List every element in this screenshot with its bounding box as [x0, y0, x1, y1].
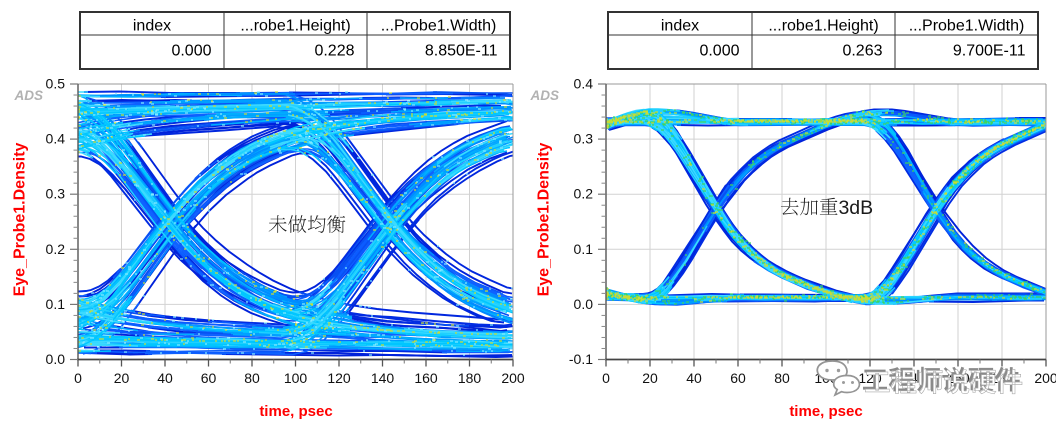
svg-text:100: 100: [284, 370, 308, 386]
svg-text:40: 40: [157, 370, 173, 386]
svg-text:0.0: 0.0: [46, 351, 66, 367]
svg-text:20: 20: [642, 370, 658, 386]
svg-text:Eye_Probe1.Density: Eye_Probe1.Density: [536, 142, 553, 296]
svg-text:0.0: 0.0: [574, 296, 594, 312]
svg-text:...Probe1.Width): ...Probe1.Width): [909, 18, 1025, 35]
svg-text:80: 80: [774, 370, 790, 386]
svg-text:0.000: 0.000: [171, 43, 211, 60]
svg-text:time, psec: time, psec: [789, 403, 862, 420]
svg-text:0.1: 0.1: [46, 296, 66, 312]
svg-text:0.2: 0.2: [46, 241, 66, 257]
svg-text:60: 60: [201, 370, 217, 386]
svg-text:0.263: 0.263: [842, 43, 882, 60]
svg-text:8.850E-11: 8.850E-11: [425, 43, 498, 60]
svg-text:ADS: ADS: [14, 88, 44, 103]
svg-text:time, psec: time, psec: [259, 403, 332, 420]
svg-text:0.2: 0.2: [574, 186, 594, 202]
svg-text:...Probe1.Width): ...Probe1.Width): [381, 18, 497, 35]
svg-text:0.3: 0.3: [46, 186, 66, 202]
svg-text:200: 200: [501, 370, 525, 386]
svg-text:0.4: 0.4: [574, 76, 594, 92]
svg-text:0.228: 0.228: [314, 43, 354, 60]
svg-text:0: 0: [602, 370, 610, 386]
svg-text:60: 60: [730, 370, 746, 386]
svg-text:0.5: 0.5: [46, 76, 66, 92]
svg-text:0.4: 0.4: [46, 131, 66, 147]
svg-text:20: 20: [114, 370, 130, 386]
svg-text:index: index: [661, 18, 699, 35]
svg-text:3dB: 3dB: [838, 197, 873, 219]
svg-text:40: 40: [686, 370, 702, 386]
svg-text:ADS: ADS: [530, 88, 560, 103]
svg-text:index: index: [133, 18, 171, 35]
svg-text:160: 160: [414, 370, 438, 386]
svg-text:80: 80: [244, 370, 260, 386]
svg-text:0: 0: [74, 370, 82, 386]
svg-text:Eye_Probe1.Density: Eye_Probe1.Density: [12, 142, 29, 296]
svg-text:9.700E-11: 9.700E-11: [953, 43, 1026, 60]
svg-text:-0.1: -0.1: [569, 351, 593, 367]
svg-text:...robe1.Height): ...robe1.Height): [240, 18, 350, 35]
svg-text:0.3: 0.3: [574, 131, 594, 147]
svg-text:140: 140: [371, 370, 395, 386]
svg-text:...robe1.Height): ...robe1.Height): [768, 18, 878, 35]
svg-text:200: 200: [1034, 370, 1056, 386]
svg-text:0.1: 0.1: [574, 241, 594, 257]
svg-text:0.000: 0.000: [699, 43, 739, 60]
svg-text:180: 180: [458, 370, 482, 386]
svg-text:120: 120: [327, 370, 351, 386]
